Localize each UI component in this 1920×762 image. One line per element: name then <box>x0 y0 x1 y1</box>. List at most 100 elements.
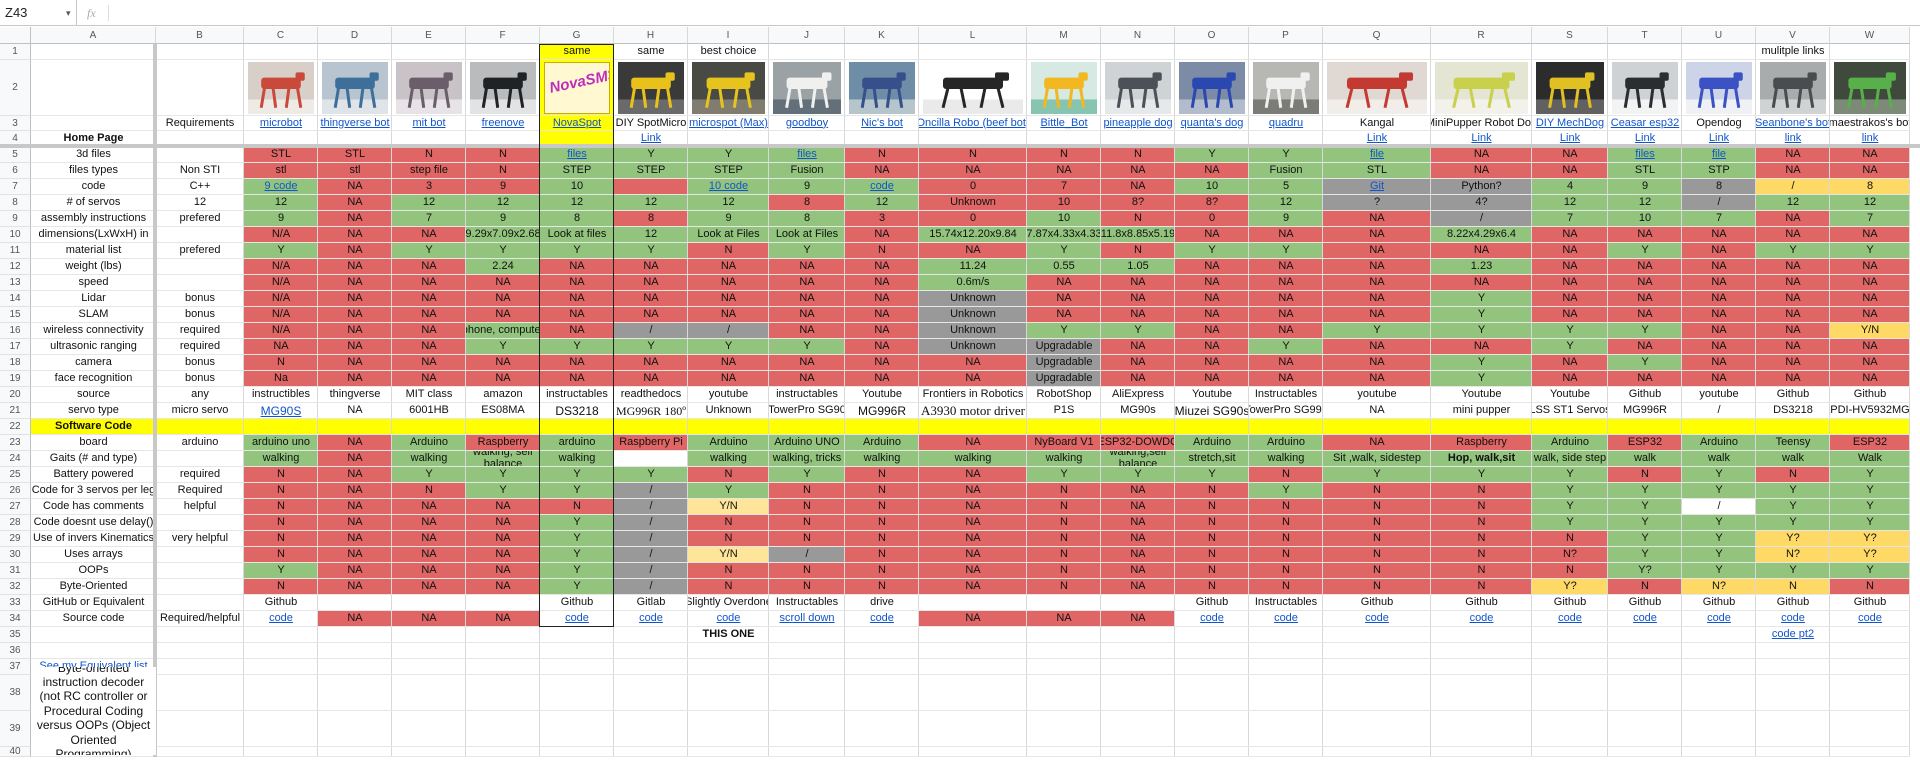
cell-h30[interactable]: / <box>614 547 688 563</box>
cell-l18[interactable]: NA <box>919 355 1027 371</box>
cell-p16[interactable]: NA <box>1249 323 1323 339</box>
cell-k37[interactable] <box>845 659 919 675</box>
cell-a25[interactable]: Battery powered <box>31 467 156 483</box>
cell-j5[interactable]: files <box>769 147 845 163</box>
cell-k1[interactable] <box>845 44 919 60</box>
cell-r17[interactable]: NA <box>1431 339 1532 355</box>
cell-d31[interactable]: NA <box>318 563 392 579</box>
cell-c18[interactable]: N <box>244 355 318 371</box>
cell-link[interactable]: Link <box>1708 132 1730 145</box>
cell-a21[interactable]: servo type <box>31 403 156 419</box>
cell-e31[interactable]: NA <box>392 563 466 579</box>
cell-w39[interactable] <box>1830 711 1910 747</box>
cell-g9[interactable]: 8 <box>540 211 614 227</box>
cell-w25[interactable]: Y <box>1830 467 1910 483</box>
cell-m11[interactable]: Y <box>1027 243 1101 259</box>
row-header-10[interactable]: 10 <box>0 227 31 243</box>
cell-c32[interactable]: N <box>244 579 318 595</box>
cell-s3[interactable]: DIY MechDog <box>1532 116 1608 131</box>
cell-u32[interactable]: N? <box>1682 579 1756 595</box>
cell-p23[interactable]: Arduino <box>1249 435 1323 451</box>
cell-t26[interactable]: Y <box>1608 483 1682 499</box>
column-header-q[interactable]: Q <box>1323 27 1431 44</box>
cell-d7[interactable]: NA <box>318 179 392 195</box>
cell-a17[interactable]: ultrasonic ranging <box>31 339 156 355</box>
cell-j8[interactable]: 8 <box>769 195 845 211</box>
cell-v4[interactable]: link <box>1756 131 1830 147</box>
cell-j12[interactable]: NA <box>769 259 845 275</box>
cell-q24[interactable]: Sit ,walk, sidestep <box>1323 451 1431 467</box>
cell-link[interactable]: code <box>870 180 894 193</box>
row-header-7[interactable]: 7 <box>0 179 31 195</box>
cell-s16[interactable]: Y <box>1532 323 1608 339</box>
cell-s28[interactable]: Y <box>1532 515 1608 531</box>
cell-m12[interactable]: 0.55 <box>1027 259 1101 275</box>
cell-t23[interactable]: ESP32 <box>1608 435 1682 451</box>
cell-n31[interactable]: NA <box>1101 563 1175 579</box>
cell-d21[interactable]: NA <box>318 403 392 419</box>
cell-g14[interactable]: NA <box>540 291 614 307</box>
cell-link[interactable]: See my Equivalent list <box>39 661 147 673</box>
cell-p32[interactable]: N <box>1249 579 1323 595</box>
cell-l37[interactable] <box>919 659 1027 675</box>
cell-e23[interactable]: Arduino <box>392 435 466 451</box>
cell-t29[interactable]: Y <box>1608 531 1682 547</box>
cell-n7[interactable]: NA <box>1101 179 1175 195</box>
cell-n25[interactable]: Y <box>1101 467 1175 483</box>
cell-e21[interactable]: 6001HB <box>392 403 466 419</box>
cell-j14[interactable]: NA <box>769 291 845 307</box>
cell-b29[interactable]: very helpful <box>156 531 244 547</box>
cell-t16[interactable]: Y <box>1608 323 1682 339</box>
cell-s1[interactable] <box>1532 44 1608 60</box>
cell-j11[interactable]: Y <box>769 243 845 259</box>
row-header-9[interactable]: 9 <box>0 211 31 227</box>
cell-d12[interactable]: NA <box>318 259 392 275</box>
cell-a16[interactable]: wireless connectivity <box>31 323 156 339</box>
row-header-39[interactable]: 39 <box>0 711 31 747</box>
cell-o31[interactable]: N <box>1175 563 1249 579</box>
cell-t35[interactable] <box>1608 627 1682 643</box>
cell-q34[interactable]: code <box>1323 611 1431 627</box>
cell-k8[interactable]: 12 <box>845 195 919 211</box>
cell-s37[interactable] <box>1532 659 1608 675</box>
cell-f27[interactable]: NA <box>466 499 540 515</box>
cell-l31[interactable]: NA <box>919 563 1027 579</box>
cell-p14[interactable]: NA <box>1249 291 1323 307</box>
cell-w24[interactable]: Walk <box>1830 451 1910 467</box>
cell-e15[interactable]: NA <box>392 307 466 323</box>
row-header-37[interactable]: 37 <box>0 659 31 675</box>
cell-v23[interactable]: Teensy <box>1756 435 1830 451</box>
cell-b26[interactable]: Required <box>156 483 244 499</box>
cell-u17[interactable]: NA <box>1682 339 1756 355</box>
cell-g38[interactable] <box>540 675 614 711</box>
cell-w21[interactable]: PDI-HV5932MG <box>1830 403 1910 419</box>
cell-n36[interactable] <box>1101 643 1175 659</box>
cell-v3[interactable]: Seanbone's bot <box>1756 116 1830 131</box>
cell-w4[interactable]: link <box>1830 131 1910 147</box>
cell-b32[interactable] <box>156 579 244 595</box>
cell-e28[interactable]: NA <box>392 515 466 531</box>
cell-n35[interactable] <box>1101 627 1175 643</box>
cell-i19[interactable]: NA <box>688 371 769 387</box>
cell-c33[interactable]: Github <box>244 595 318 611</box>
cell-g19[interactable]: NA <box>540 371 614 387</box>
cell-a30[interactable]: Uses arrays <box>31 547 156 563</box>
cell-r15[interactable]: Y <box>1431 307 1532 323</box>
cell-o25[interactable]: Y <box>1175 467 1249 483</box>
cell-o1[interactable] <box>1175 44 1249 60</box>
cell-u30[interactable]: Y <box>1682 547 1756 563</box>
cell-g24[interactable]: walking <box>540 451 614 467</box>
cell-q30[interactable]: N <box>1323 547 1431 563</box>
cell-r25[interactable]: Y <box>1431 467 1532 483</box>
cell-h32[interactable]: / <box>614 579 688 595</box>
cell-f39[interactable] <box>466 711 540 747</box>
cell-u9[interactable]: 7 <box>1682 211 1756 227</box>
cell-link[interactable]: code <box>639 612 663 625</box>
cell-t10[interactable]: NA <box>1608 227 1682 243</box>
cell-d36[interactable] <box>318 643 392 659</box>
cell-i36[interactable] <box>688 643 769 659</box>
cell-t19[interactable]: NA <box>1608 371 1682 387</box>
cell-n9[interactable]: N <box>1101 211 1175 227</box>
cell-c2[interactable] <box>244 60 318 116</box>
cell-v37[interactable] <box>1756 659 1830 675</box>
